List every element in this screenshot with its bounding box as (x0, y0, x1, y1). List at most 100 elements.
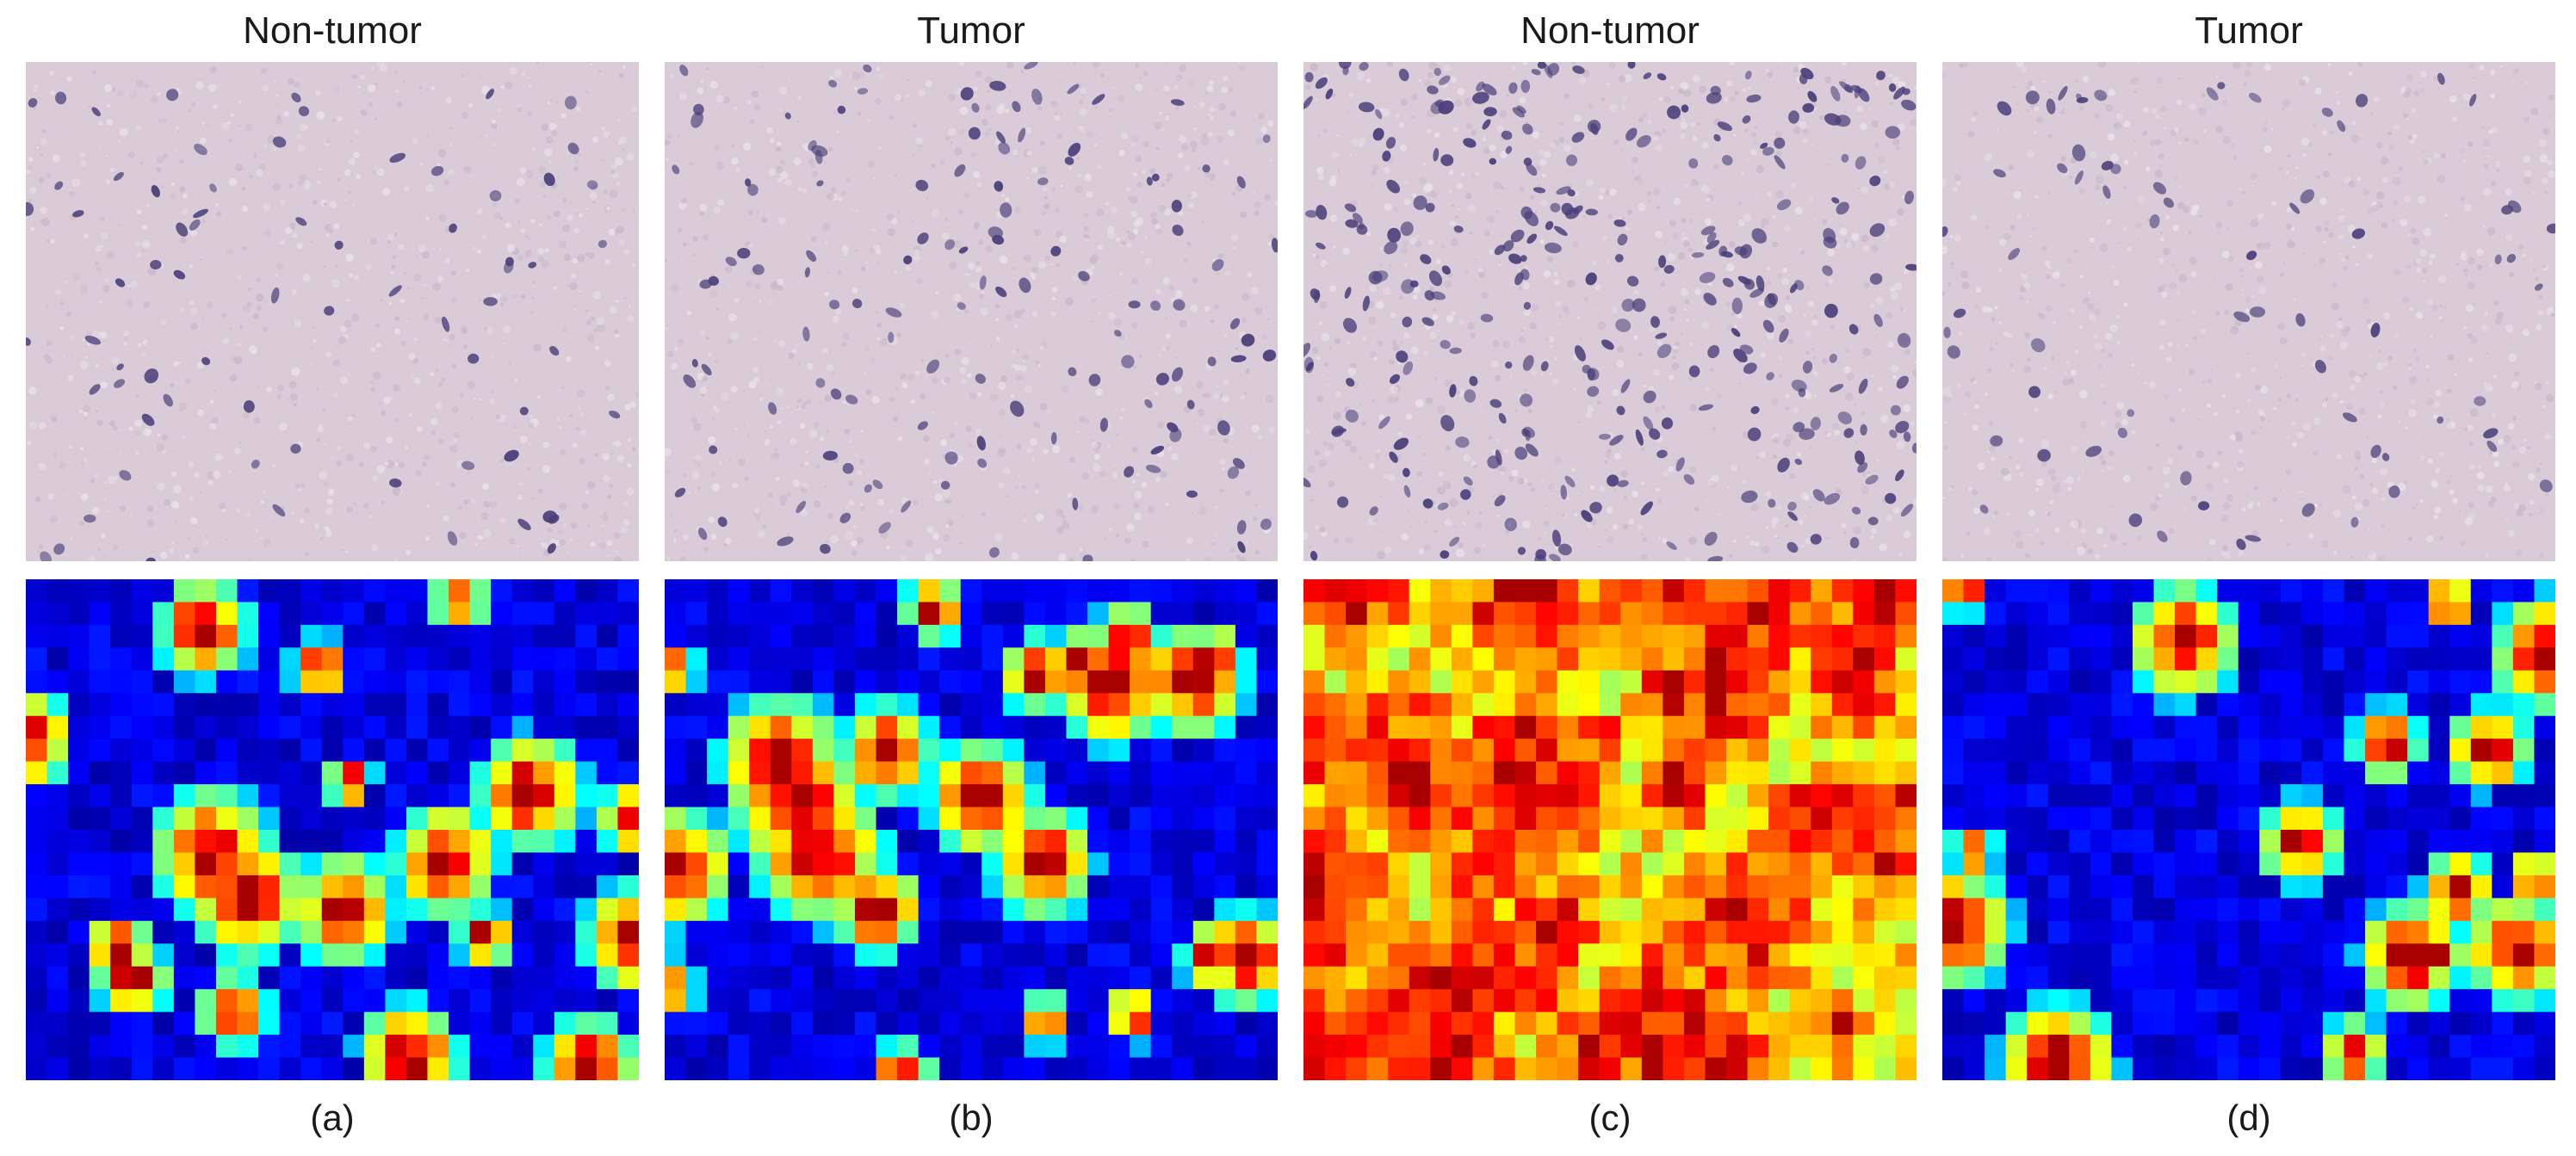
heatmap-cell (981, 943, 1004, 967)
tissue-texture (1540, 200, 1548, 207)
heatmap-cell (1150, 989, 1173, 1013)
heatmap-cell (385, 579, 407, 603)
tissue-texture (1508, 476, 1514, 482)
tissue-texture (947, 127, 957, 136)
heatmap-cell (1235, 1035, 1258, 1059)
tissue-texture (727, 338, 733, 345)
heatmap-cell (1768, 807, 1791, 831)
tissue-texture (1793, 407, 1799, 413)
heatmap-cell (1235, 989, 1258, 1013)
tissue-texture (1731, 312, 1734, 316)
tissue-texture (1131, 322, 1138, 329)
heatmap-cell (707, 1057, 729, 1080)
tissue-texture (1558, 315, 1563, 318)
heatmap-cell (469, 989, 492, 1013)
tissue-texture (448, 344, 451, 347)
tissue-texture (1167, 172, 1173, 179)
tissue-texture (1562, 306, 1570, 312)
heatmap-cell (1430, 898, 1452, 922)
nucleus (1464, 389, 1477, 403)
histology-svg (665, 62, 1278, 561)
heatmap-cell (1663, 693, 1685, 717)
tissue-background (665, 62, 1278, 561)
tissue-texture (1841, 522, 1847, 529)
heatmap-cell (833, 852, 856, 876)
heatmap-cell (491, 579, 513, 603)
tissue-texture (359, 461, 364, 467)
heatmap-cell (449, 898, 471, 922)
heatmap-cell (1214, 761, 1236, 785)
tissue-texture (222, 337, 230, 345)
tissue-texture (1391, 339, 1397, 345)
heatmap-cell (939, 602, 962, 626)
heatmap-cell (1768, 693, 1791, 717)
tissue-texture (1160, 470, 1167, 479)
tissue-texture (316, 438, 321, 442)
nucleus (334, 240, 344, 250)
tissue-texture (1050, 263, 1053, 265)
tissue-texture (263, 203, 271, 212)
heatmap-cell (960, 670, 982, 694)
nucleus (1587, 120, 1601, 133)
tissue-texture (1609, 103, 1618, 113)
heatmap-cell (981, 920, 1004, 944)
tissue-texture (289, 393, 298, 401)
heatmap-cell (1002, 875, 1025, 899)
nucleus (1900, 504, 1914, 517)
heatmap-cell (960, 943, 982, 967)
heatmap-cell (596, 624, 619, 648)
heatmap-cell (1130, 579, 1152, 603)
histology-svg (1303, 62, 1917, 561)
tissue-texture (310, 362, 313, 365)
tissue-texture (1026, 447, 1033, 454)
tissue-texture (482, 529, 492, 538)
tissue-texture (344, 199, 348, 201)
heatmap-cell (1472, 830, 1495, 854)
nucleus (1560, 485, 1567, 500)
tissue-texture (1156, 421, 1164, 429)
nucleus (598, 239, 608, 249)
tissue-texture (381, 500, 386, 504)
heatmap-cell (131, 761, 153, 785)
heatmap-cell (575, 647, 598, 671)
tissue-texture (1099, 470, 1106, 479)
heatmap-cell (1256, 1035, 1278, 1059)
heatmap-cell (1214, 739, 1236, 763)
heatmap-cell (939, 898, 962, 922)
tissue-texture (1841, 62, 1848, 65)
tissue-texture (344, 169, 352, 176)
tissue-texture (985, 245, 993, 253)
tissue-texture (677, 134, 680, 138)
nucleus (839, 512, 851, 523)
heatmap-cell (110, 761, 133, 785)
tissue-texture (775, 386, 784, 396)
heatmap-cell (1066, 966, 1088, 990)
heatmap-cell (617, 989, 639, 1013)
heatmap-cell (363, 943, 386, 967)
tissue-texture (1458, 206, 1461, 208)
tissue-texture (961, 378, 967, 385)
tissue-texture (1775, 150, 1782, 158)
nucleus (1762, 146, 1774, 156)
tissue-texture (1483, 147, 1490, 155)
nucleus (1824, 113, 1842, 126)
tissue-texture (711, 483, 721, 492)
tissue-texture (622, 248, 630, 256)
tissue-texture (569, 413, 573, 417)
tissue-texture (1519, 186, 1525, 192)
heatmap-cell (1303, 943, 1326, 967)
nucleus (1508, 82, 1518, 94)
heatmap-cell (685, 1057, 708, 1080)
heatmap-cell (449, 830, 471, 854)
heatmap-cell (1087, 647, 1110, 671)
tissue-texture (476, 208, 483, 214)
heatmap-cell (46, 715, 69, 739)
heatmap-cell (1683, 670, 1706, 694)
nucleus (926, 359, 940, 374)
heatmap-cell (685, 761, 708, 785)
heatmap-cell (1108, 1011, 1130, 1035)
tissue-texture (1657, 537, 1661, 540)
heatmap-cell (981, 647, 1004, 671)
tissue-texture (1051, 287, 1058, 293)
tissue-texture (100, 381, 108, 389)
